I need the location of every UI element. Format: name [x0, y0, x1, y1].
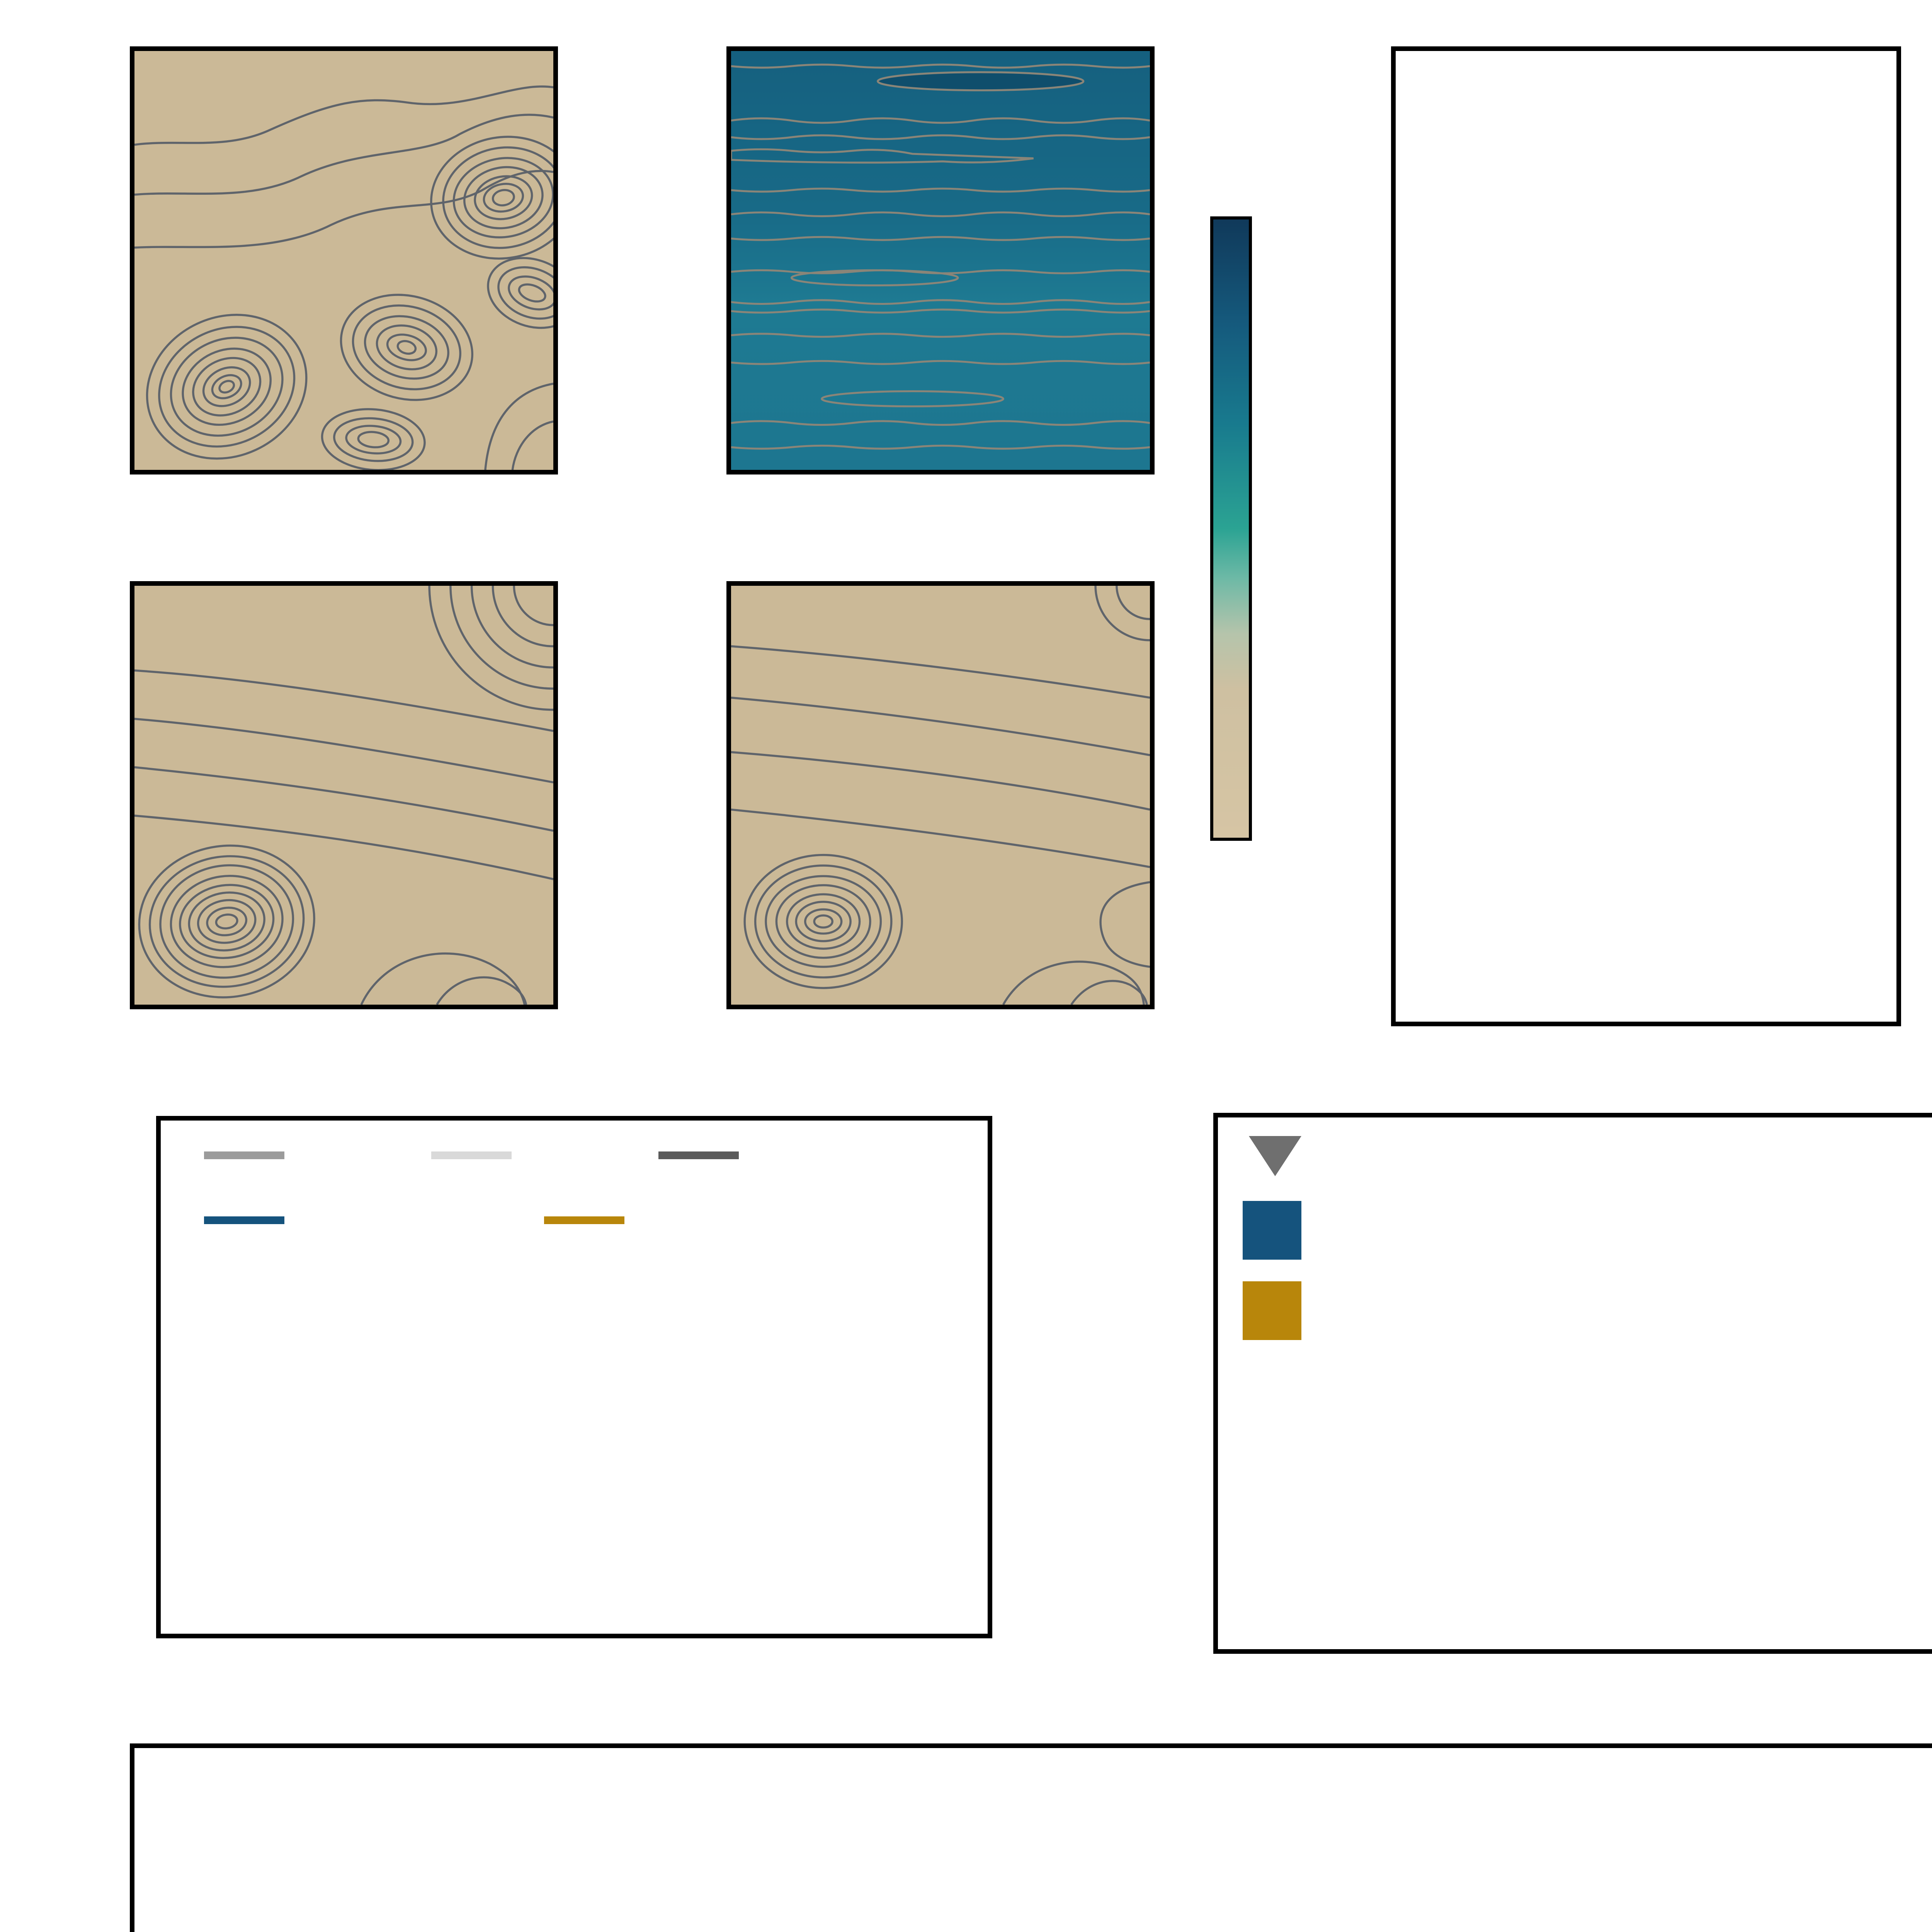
xanes-curves — [161, 1121, 988, 1634]
panel-c-contour-plot — [130, 581, 558, 1009]
panel-a-contour-plot — [130, 46, 558, 474]
contour-map-pentyl-before — [134, 586, 553, 1005]
panel-b-contour-plot — [726, 46, 1155, 474]
raman-spectra-h-cucp — [1396, 51, 1896, 1022]
legend-swatch-pentyl-cucp — [1243, 1281, 1301, 1340]
legend-swatch-h-cucp — [1243, 1201, 1301, 1260]
panel-e-raman-plot — [1391, 46, 1901, 1026]
legend-line-cu2o — [431, 1151, 512, 1159]
contour-map-h-after — [731, 51, 1150, 470]
legend-line-cuo — [658, 1151, 739, 1159]
colorbar — [1210, 216, 1252, 841]
contour-map-pentyl-after — [731, 586, 1150, 1005]
panel-d-contour-plot — [726, 581, 1155, 1009]
panel-h-bar-plot — [1213, 1113, 1932, 1654]
panel-g-xanes-plot — [156, 1116, 992, 1638]
legend-line-h-cucp — [204, 1216, 284, 1224]
contour-map-h-before — [134, 51, 553, 470]
panel-i-schematic — [130, 1743, 1932, 1932]
mechanism-drawing — [134, 1748, 1932, 1932]
legend-collect-triangle-icon — [1249, 1136, 1301, 1176]
legend-line-cu — [204, 1151, 284, 1159]
legend-line-pentyl-cucp — [544, 1216, 624, 1224]
bars-and-steps — [1218, 1117, 1932, 1649]
